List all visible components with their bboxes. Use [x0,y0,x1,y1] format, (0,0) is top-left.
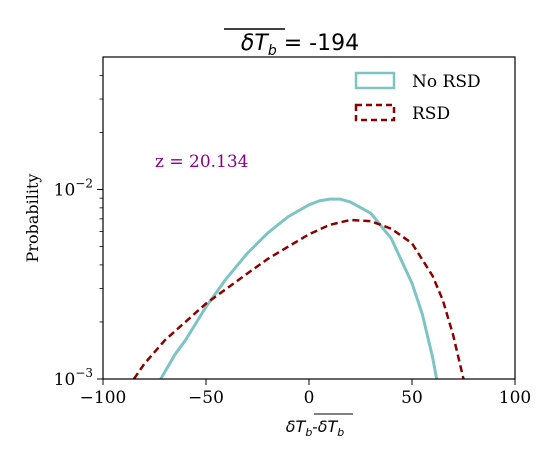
x-axis-label: δTb-δTb [286,417,345,439]
series-line-rsd [132,218,465,379]
legend-label-no-rsd: No RSD [412,72,481,92]
y-tick-label: 10−2 [54,176,93,200]
x-label-sub-a: b [305,426,312,439]
plot-frame [102,56,516,380]
legend: No RSD RSD [354,71,481,124]
legend-swatch-rsd [354,103,396,122]
title-value: = -194 [277,31,359,56]
x-tick-label: −100 [80,388,127,408]
series-line-no-rsd [159,197,439,379]
x-label-sym-a: δT [286,417,307,436]
legend-swatch-no-rsd [354,71,396,90]
chart-title: δTb = -194 [241,31,359,59]
x-tick-label: 100 [499,388,531,408]
title-subscript: b [268,43,277,59]
y-axis-label: Probability [23,174,42,263]
y-tick-label: 10−3 [54,366,93,390]
legend-label-rsd: RSD [412,104,450,124]
x-label-sym-b: δT [318,417,339,436]
series-layer [132,197,465,379]
x-label-sub-b: b [337,426,344,439]
y-axis: 10−3 10−2 [54,74,103,390]
x-tick-label: 50 [401,388,423,408]
x-axis: −100 −50 0 50 100 [80,379,531,408]
x-tick-label: −50 [188,388,224,408]
title-symbol: δT [241,31,269,56]
redshift-annotation: z = 20.134 [155,152,249,172]
x-label-sep: - [312,417,317,436]
x-tick-label: 0 [304,388,315,408]
